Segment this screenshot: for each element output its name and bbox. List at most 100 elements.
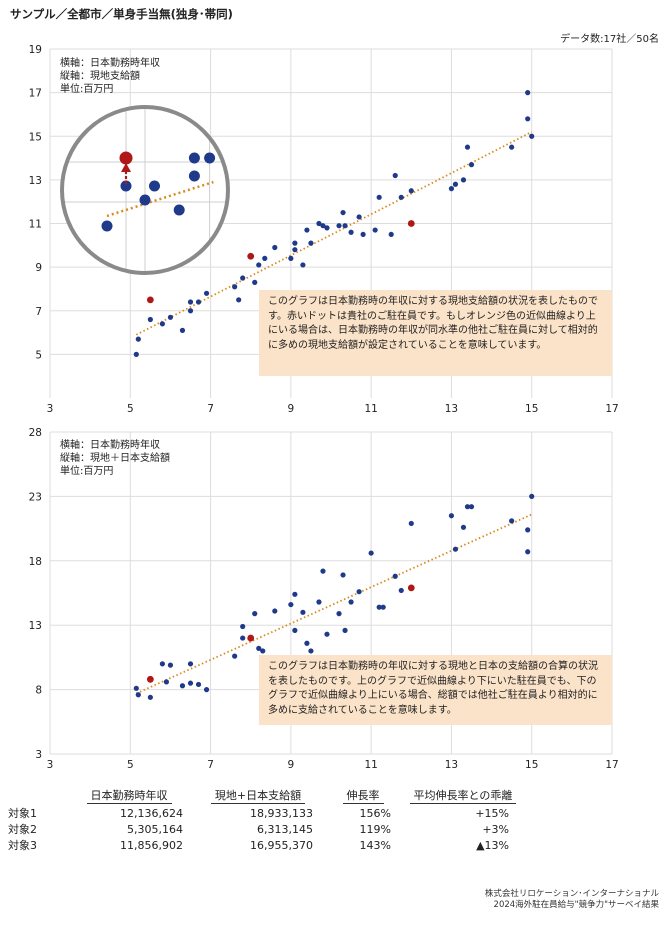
chart2-data-point	[300, 609, 306, 615]
chart1-data-point	[288, 255, 294, 261]
chart2-y-tick-label: 13	[29, 620, 42, 632]
chart2-trendline	[135, 513, 533, 695]
chart2-data-point	[340, 572, 346, 578]
chart2-note: このグラフは日本勤務時の年収に対する現地と日本の支給額の合算の状況を表したもので…	[259, 655, 612, 725]
chart2-data-point	[167, 662, 174, 668]
table-cell: 11,856,902	[120, 838, 183, 852]
chart1-data-point	[300, 262, 306, 268]
chart2-y-tick-label: 28	[29, 427, 42, 439]
chart2-data-point	[133, 685, 139, 691]
chart1-data-point	[336, 223, 342, 229]
chart2-data-point	[240, 635, 246, 641]
chart1-data-point	[308, 240, 314, 246]
inset-data-point	[173, 204, 185, 216]
chart1-data-point	[448, 186, 455, 192]
credit-line2: 2024海外駐在員給与"競争力"サーベイ結果	[493, 900, 659, 910]
chart1-x-tick-label: 5	[127, 403, 134, 415]
chart2-x-tick-label: 3	[47, 759, 54, 771]
table-cell: 156%	[359, 806, 391, 820]
chart1-data-point	[187, 299, 194, 305]
chart2-data-point	[356, 589, 362, 595]
chart2-data-point	[452, 546, 459, 552]
table-row: 対象3 11,856,902 16,955,370 143% ▲13%	[8, 837, 523, 853]
chart1-data-point	[159, 321, 165, 327]
row-label: 対象1	[8, 807, 37, 820]
chart2-x-tick-label: 15	[525, 759, 538, 771]
chart1-x-label: 横軸：日本勤務時年収	[60, 58, 160, 69]
inset-arrow-head	[121, 163, 131, 172]
chart2-data-point	[320, 568, 326, 574]
chart2-y-tick-label: 8	[35, 685, 42, 697]
chart2-data-point	[232, 653, 238, 659]
chart2-data-point	[342, 627, 348, 633]
chart1-y-tick-label: 15	[29, 131, 42, 143]
chart1-data-point	[372, 227, 378, 233]
chart1-data-point	[240, 275, 246, 281]
chart2-highlight-point	[146, 675, 154, 683]
inset-data-point	[188, 152, 200, 164]
chart2-data-point	[348, 599, 354, 605]
chart1-data-point	[252, 279, 258, 285]
row-label: 対象3	[8, 839, 37, 852]
chart1-x-tick-label: 11	[364, 403, 377, 415]
table-cell: 119%	[359, 822, 391, 836]
chart2-data-point	[468, 504, 475, 510]
chart2-y-label: 縦軸：現地＋日本支給額	[60, 453, 170, 464]
chart2-x-label: 横軸：日本勤務時年収	[60, 440, 160, 451]
chart1-x-tick-label: 9	[288, 403, 295, 415]
chart2-y-tick-label: 23	[29, 491, 42, 503]
chart2-data-point	[336, 611, 342, 617]
chart2-data-point	[316, 599, 322, 605]
chart1-y-tick-label: 19	[29, 44, 42, 56]
chart1-data-point	[398, 194, 404, 200]
chart1-data-point	[324, 225, 330, 231]
summary-table: 日本勤務時年収 現地+日本支給額 伸長率 平均伸長率との乖離 対象1 12,13…	[8, 787, 523, 853]
chart1-data-point	[468, 162, 475, 168]
chart1-data-point	[356, 214, 362, 220]
chart2-data-point	[240, 623, 246, 630]
chart1-data-point	[133, 351, 139, 357]
chart2-data-point	[398, 587, 404, 594]
chart2-data-point	[272, 608, 278, 614]
chart1-data-point	[392, 172, 398, 179]
inset-trendline	[106, 180, 214, 218]
chart1-x-tick-label: 17	[605, 403, 618, 415]
chart1-y-tick-label: 17	[29, 88, 42, 100]
chart2-x-tick-label: 17	[605, 759, 618, 771]
chart2-data-point	[464, 504, 471, 510]
chart1-data-point	[388, 231, 394, 238]
table-cell: 143%	[359, 838, 391, 852]
inset-data-point	[149, 180, 160, 192]
chart1-data-point	[525, 90, 531, 96]
chart2-data-point	[203, 687, 210, 693]
inset-highlight-point	[119, 151, 133, 165]
chart1-data-point	[509, 144, 515, 150]
chart2-data-point	[256, 645, 262, 651]
table-header: 平均伸長率との乖離	[403, 787, 523, 805]
chart1-data-point	[232, 284, 238, 290]
chart1-data-point	[529, 133, 535, 139]
chart1-data-point	[292, 247, 298, 253]
chart2-x-tick-label: 5	[127, 759, 134, 771]
chart2-data-point	[408, 520, 414, 527]
table-cell: +3%	[482, 822, 509, 836]
table-cell: 5,305,164	[127, 822, 183, 836]
chart2-data-point	[376, 604, 382, 610]
chart2-data-point	[288, 601, 294, 608]
chart2-data-point	[525, 527, 531, 533]
chart2-data-point	[509, 518, 515, 524]
chart1-legend: 横軸：日本勤務時年収 縦軸：現地支給額 単位:百万円	[60, 57, 160, 96]
chart1-data-point	[316, 220, 322, 227]
page-title: サンプル／全都市／単身手当無(独身･帯同)	[10, 7, 233, 21]
chart1-y-tick-label: 13	[29, 175, 42, 187]
data-count: データ数:17社／50名	[560, 34, 659, 45]
chart1-y-tick-label: 7	[35, 306, 42, 318]
chart1-y-tick-label: 5	[35, 349, 42, 361]
inset-data-point	[204, 152, 216, 164]
table-row: 対象1 12,136,624 18,933,133 156% +15%	[8, 805, 523, 821]
chart1-y-label: 縦軸：現地支給額	[60, 71, 140, 82]
chart1-data-point	[187, 308, 194, 314]
table-header: 伸長率	[323, 787, 403, 805]
chart1-x-tick-label: 13	[445, 403, 458, 415]
